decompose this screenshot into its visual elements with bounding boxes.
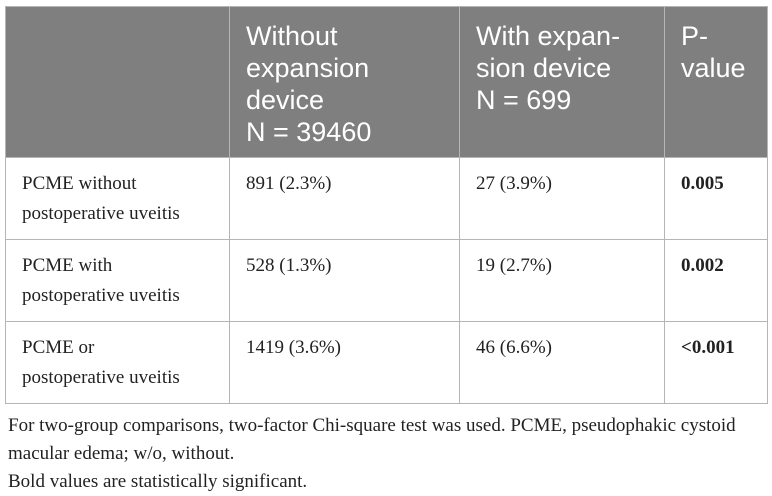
table-row: PCME or postoperative uveitis 1419 (3.6%… [5, 321, 768, 404]
cell-without-device: 1419 (3.6%) [229, 321, 460, 404]
table-row: PCME without postoperative uveitis 891 (… [5, 157, 768, 240]
cell-without-device: 891 (2.3%) [229, 157, 460, 240]
table-header-row: Without expansion device N = 39460 With … [5, 6, 768, 158]
cell-with-device: 19 (2.7%) [459, 239, 665, 322]
table-footnotes: For two-group comparisons, two-factor Ch… [8, 412, 764, 496]
table-row: PCME with postoperative uveitis 528 (1.3… [5, 239, 768, 322]
header-with-expansion-device: With expan- sion device N = 699 [459, 6, 665, 158]
row-label: PCME or postoperative uveitis [5, 321, 230, 404]
row-label: PCME without postoperative uveitis [5, 157, 230, 240]
cell-p-value: 0.002 [664, 239, 768, 322]
cell-p-value: 0.005 [664, 157, 768, 240]
row-label: PCME with postoperative uveitis [5, 239, 230, 322]
footnote-significance: Bold values are statistically significan… [8, 471, 308, 492]
results-table: Without expansion device N = 39460 With … [5, 6, 768, 404]
header-without-expansion-device: Without expansion device N = 39460 [229, 6, 460, 158]
cell-without-device: 528 (1.3%) [229, 239, 460, 322]
cell-with-device: 27 (3.9%) [459, 157, 665, 240]
cell-with-device: 46 (6.6%) [459, 321, 665, 404]
header-empty-cell [5, 6, 230, 158]
cell-p-value: <0.001 [664, 321, 768, 404]
header-p-value: P- value [664, 6, 768, 158]
footnote-test-description: For two-group comparisons, two-factor Ch… [8, 415, 736, 464]
